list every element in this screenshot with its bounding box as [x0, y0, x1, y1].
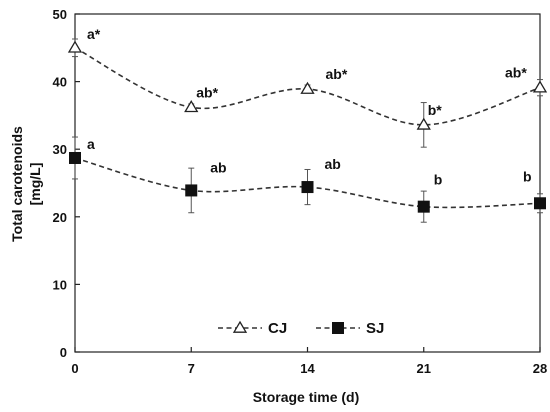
legend-marker-cj: [232, 320, 248, 333]
x-tick-label: 21: [417, 361, 431, 376]
data-point-sj: [301, 181, 314, 194]
data-label-cj: b*: [428, 102, 443, 118]
data-label-cj: ab*: [196, 84, 218, 100]
data-point-cj: [300, 81, 315, 94]
point-annotations: a* ab* ab* b* ab* a ab ab b b: [87, 26, 532, 188]
legend-marker-sj: [332, 322, 344, 334]
legend: CJ SJ: [218, 320, 384, 337]
ticks: 0 10 20 30 40 50 0 7 14 21 28: [53, 7, 548, 376]
data-label-sj: a: [87, 136, 95, 152]
y-axis-title-line-1: Total carotenoids: [9, 126, 25, 242]
y-tick-label: 30: [53, 142, 67, 157]
data-label-sj: b: [523, 168, 532, 184]
legend-label-sj: SJ: [366, 320, 384, 337]
y-tick-label: 0: [60, 345, 67, 360]
data-label-cj: ab*: [505, 65, 527, 81]
data-point-sj: [417, 200, 430, 213]
series-line-sj: [74, 157, 541, 209]
data-point-cj: [532, 80, 548, 93]
data-label-cj: ab*: [326, 66, 348, 82]
x-tick-label: 28: [533, 361, 547, 376]
data-point-cj: [416, 117, 431, 130]
x-tick-label: 14: [300, 361, 315, 376]
series-layer: [67, 38, 548, 223]
data-point-sj: [534, 197, 546, 210]
data-point-sj: [185, 184, 198, 197]
y-tick-label: 50: [53, 7, 67, 22]
y-tick-label: 20: [53, 210, 67, 225]
y-tick-label: 40: [53, 75, 67, 90]
x-tick-label: 7: [188, 361, 195, 376]
data-point-cj: [67, 40, 83, 53]
y-axis-title-line-2: [mg/L]: [27, 163, 43, 206]
series-sj: [69, 136, 546, 223]
data-label-sj: ab: [210, 159, 226, 175]
x-tick-label: 0: [71, 361, 78, 376]
y-axis-title: Total carotenoids [mg/L]: [9, 126, 43, 242]
legend-item-sj: SJ: [316, 320, 384, 337]
legend-label-cj: CJ: [268, 320, 287, 337]
data-label-cj: a*: [87, 26, 101, 42]
y-tick-label: 10: [53, 277, 67, 292]
series-cj: [67, 38, 548, 148]
legend-item-cj: CJ: [218, 320, 287, 337]
data-point-cj: [184, 100, 199, 113]
data-point-sj: [69, 151, 81, 164]
x-axis-title: Storage time (d): [253, 389, 360, 405]
data-label-sj: b: [434, 172, 443, 188]
data-label-sj: ab: [325, 156, 341, 172]
